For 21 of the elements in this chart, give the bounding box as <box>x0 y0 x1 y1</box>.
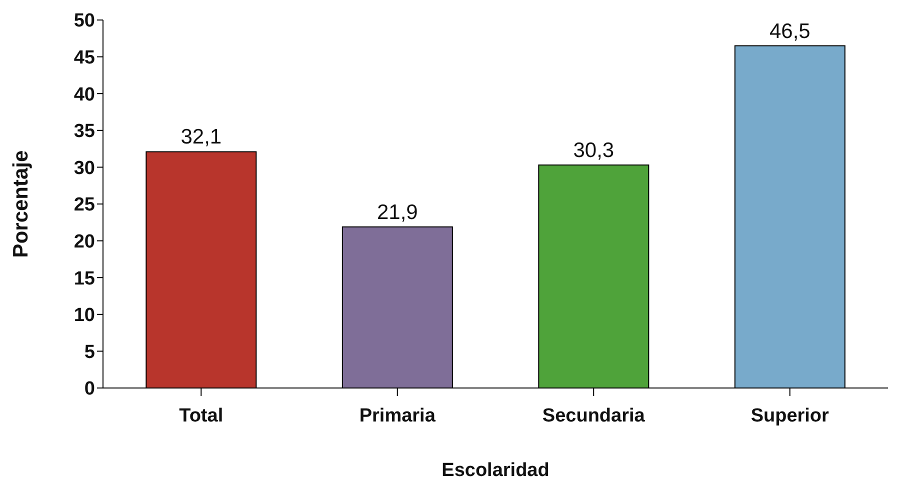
y-tick-label: 5 <box>84 342 96 363</box>
x-tick-label: Total <box>179 405 224 426</box>
data-label: 32,1 <box>180 126 222 149</box>
y-tick-label: 20 <box>74 232 95 253</box>
data-label: 21,9 <box>376 200 418 224</box>
y-tick-label: 40 <box>74 84 95 106</box>
x-axis-title: Escolaridad <box>442 460 550 481</box>
y-tick-label: 30 <box>74 158 95 179</box>
y-axis-title: Porcentaje <box>9 150 32 258</box>
y-tick-label: 45 <box>74 48 96 69</box>
x-tick-label: Primaria <box>359 405 436 426</box>
y-tick-label: 35 <box>74 121 96 142</box>
y-tick-label: 25 <box>74 194 96 216</box>
y-tick-label: 50 <box>74 10 95 32</box>
x-tick-label: Superior <box>750 405 830 426</box>
data-label: 30,3 <box>573 138 614 162</box>
x-tick-label: Secundaria <box>542 405 646 426</box>
y-tick-label: 10 <box>74 305 95 326</box>
y-tick-label: 15 <box>74 268 96 290</box>
y-tick-label: 0 <box>84 378 95 400</box>
data-label: 46,5 <box>769 20 810 43</box>
